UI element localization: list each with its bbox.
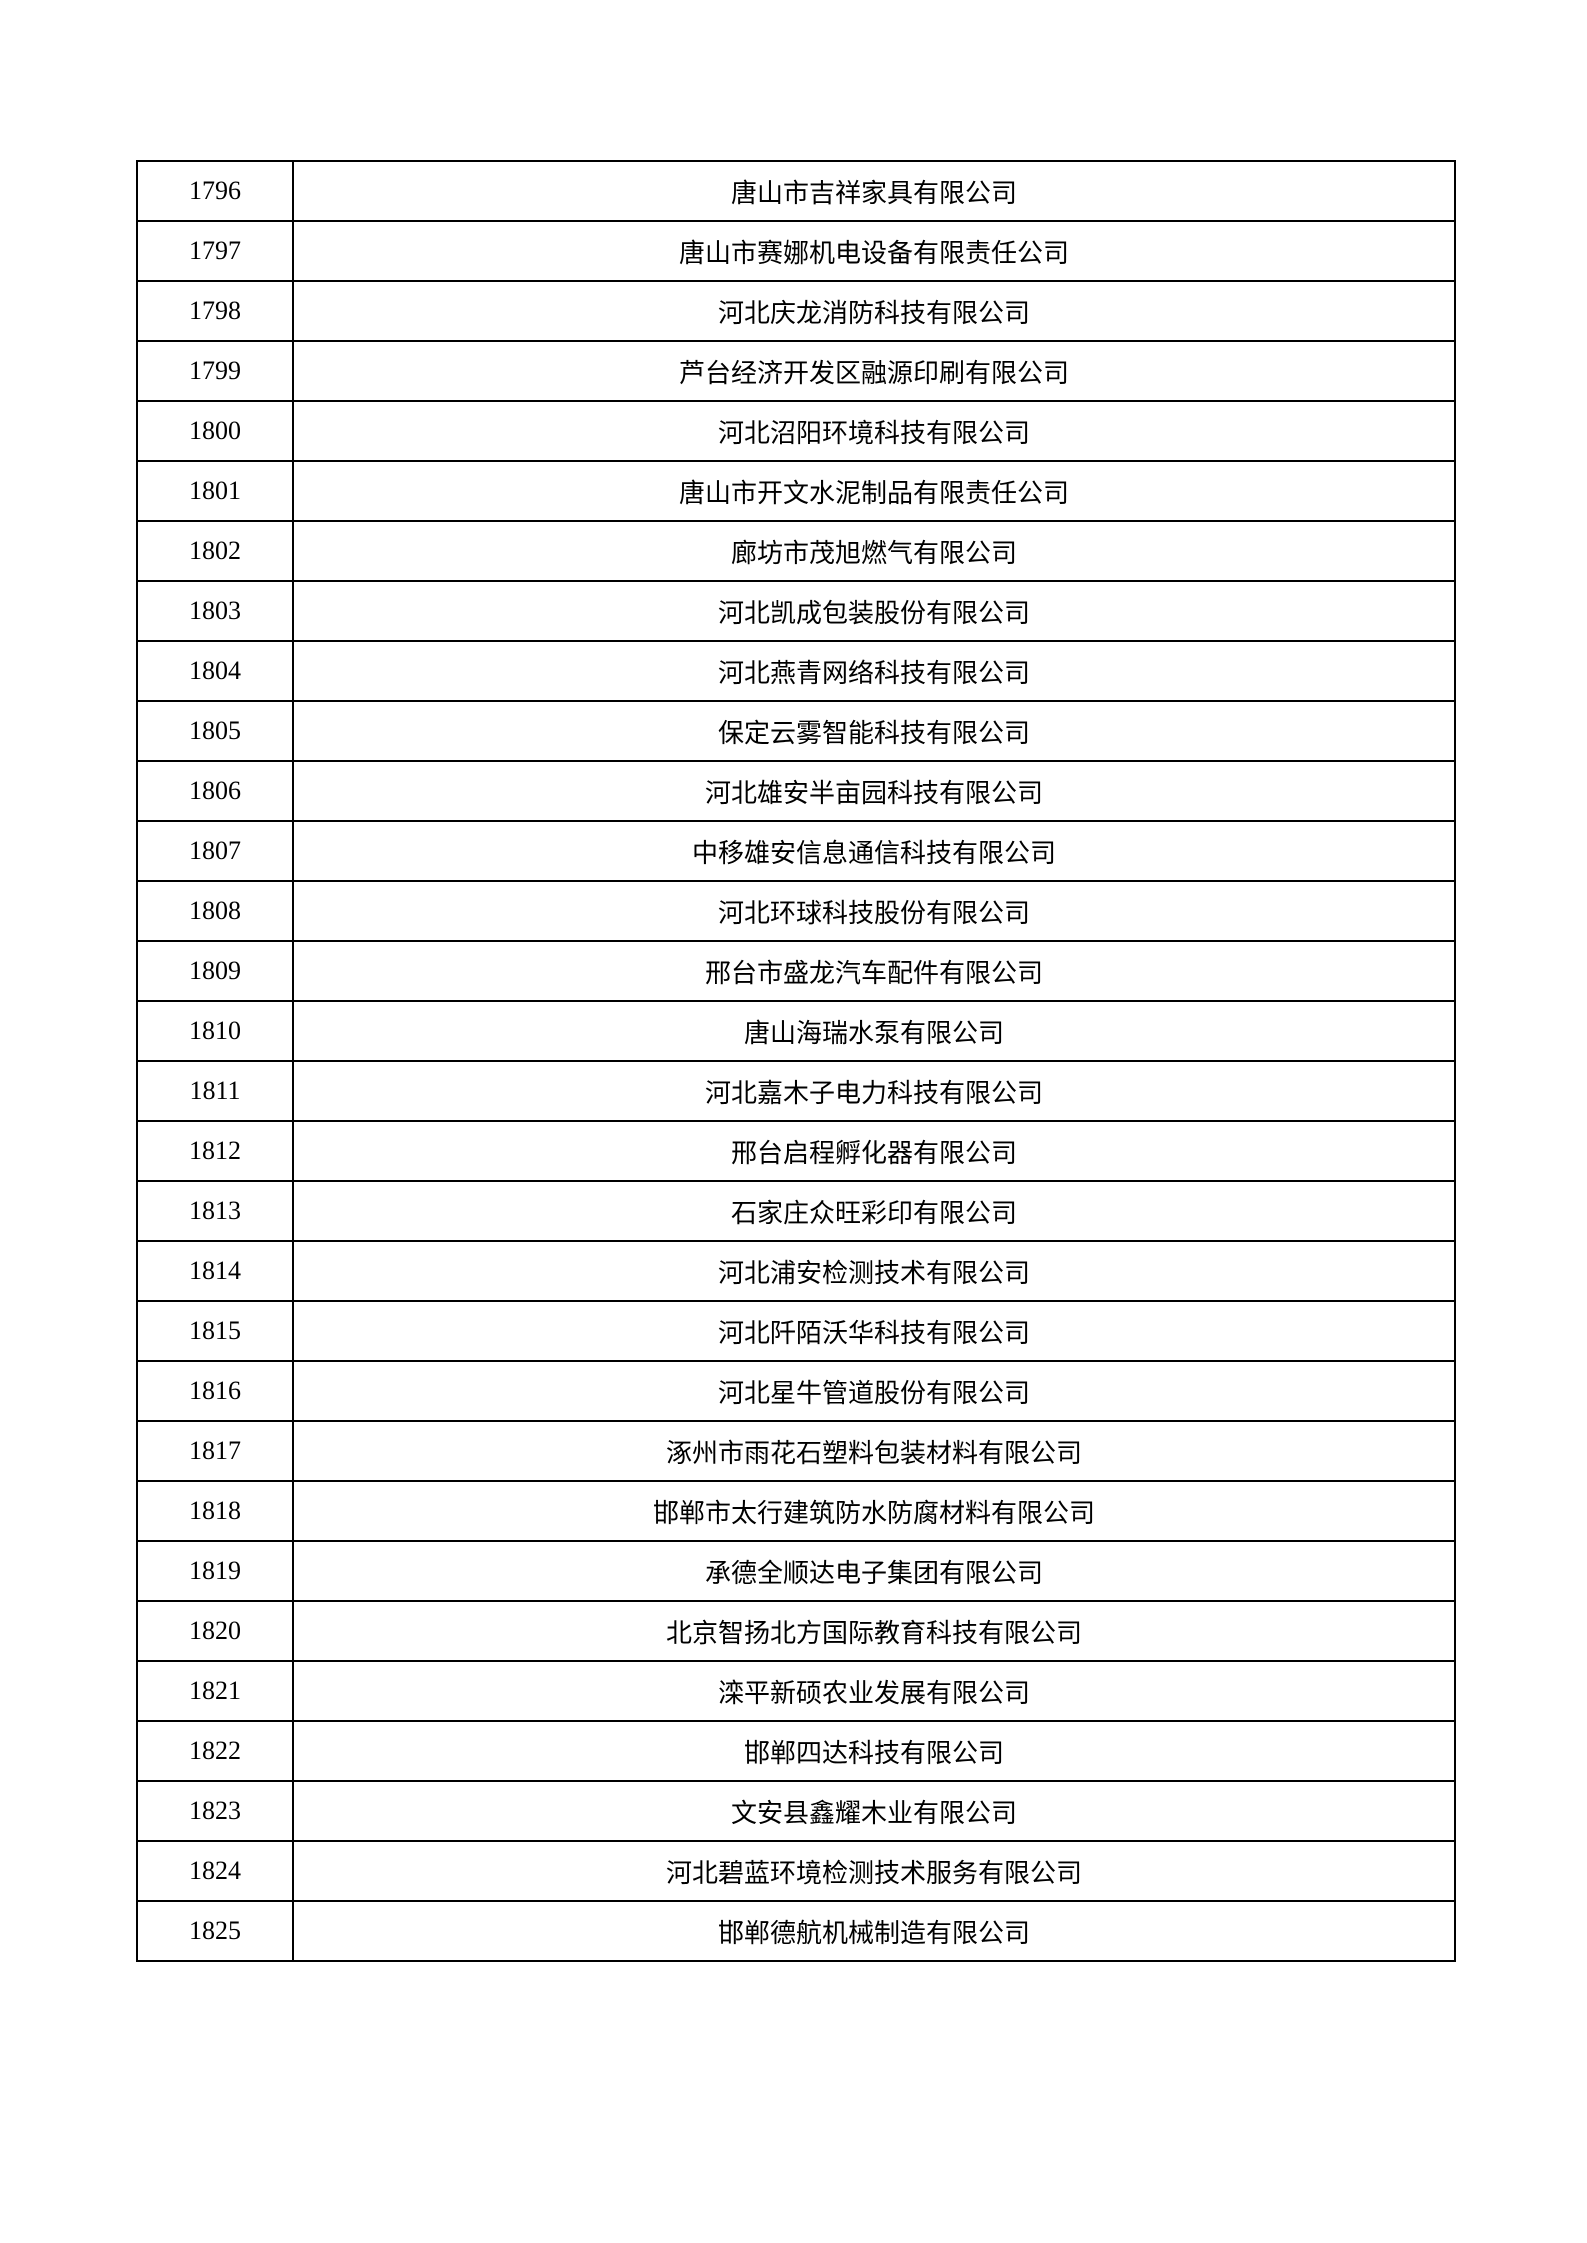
row-number-cell: 1800: [137, 401, 293, 461]
row-number-cell: 1813: [137, 1181, 293, 1241]
table-row: 1812邢台启程孵化器有限公司: [137, 1121, 1455, 1181]
table-row: 1803河北凯成包装股份有限公司: [137, 581, 1455, 641]
table-row: 1814河北浦安检测技术有限公司: [137, 1241, 1455, 1301]
company-table: 1796唐山市吉祥家具有限公司1797唐山市赛娜机电设备有限责任公司1798河北…: [136, 160, 1456, 1962]
table-row: 1819承德全顺达电子集团有限公司: [137, 1541, 1455, 1601]
company-name-cell: 廊坊市茂旭燃气有限公司: [293, 521, 1455, 581]
row-number-cell: 1824: [137, 1841, 293, 1901]
company-name-cell: 河北凯成包装股份有限公司: [293, 581, 1455, 641]
table-row: 1805保定云雾智能科技有限公司: [137, 701, 1455, 761]
table-row: 1804河北燕青网络科技有限公司: [137, 641, 1455, 701]
table-row: 1810唐山海瑞水泵有限公司: [137, 1001, 1455, 1061]
table-row: 1818邯郸市太行建筑防水防腐材料有限公司: [137, 1481, 1455, 1541]
table-row: 1806河北雄安半亩园科技有限公司: [137, 761, 1455, 821]
table-row: 1823文安县鑫耀木业有限公司: [137, 1781, 1455, 1841]
page-container: 1796唐山市吉祥家具有限公司1797唐山市赛娜机电设备有限责任公司1798河北…: [136, 160, 1454, 1962]
company-name-cell: 滦平新硕农业发展有限公司: [293, 1661, 1455, 1721]
row-number-cell: 1807: [137, 821, 293, 881]
company-name-cell: 芦台经济开发区融源印刷有限公司: [293, 341, 1455, 401]
table-row: 1801唐山市开文水泥制品有限责任公司: [137, 461, 1455, 521]
company-name-cell: 河北沼阳环境科技有限公司: [293, 401, 1455, 461]
row-number-cell: 1801: [137, 461, 293, 521]
table-row: 1816河北星牛管道股份有限公司: [137, 1361, 1455, 1421]
row-number-cell: 1797: [137, 221, 293, 281]
table-row: 1822邯郸四达科技有限公司: [137, 1721, 1455, 1781]
company-name-cell: 河北浦安检测技术有限公司: [293, 1241, 1455, 1301]
table-body: 1796唐山市吉祥家具有限公司1797唐山市赛娜机电设备有限责任公司1798河北…: [137, 161, 1455, 1961]
company-name-cell: 唐山市开文水泥制品有限责任公司: [293, 461, 1455, 521]
table-row: 1815河北阡陌沃华科技有限公司: [137, 1301, 1455, 1361]
row-number-cell: 1819: [137, 1541, 293, 1601]
company-name-cell: 河北阡陌沃华科技有限公司: [293, 1301, 1455, 1361]
company-name-cell: 邯郸市太行建筑防水防腐材料有限公司: [293, 1481, 1455, 1541]
company-name-cell: 文安县鑫耀木业有限公司: [293, 1781, 1455, 1841]
table-row: 1809邢台市盛龙汽车配件有限公司: [137, 941, 1455, 1001]
row-number-cell: 1820: [137, 1601, 293, 1661]
company-name-cell: 河北碧蓝环境检测技术服务有限公司: [293, 1841, 1455, 1901]
table-row: 1808河北环球科技股份有限公司: [137, 881, 1455, 941]
table-row: 1821滦平新硕农业发展有限公司: [137, 1661, 1455, 1721]
company-name-cell: 中移雄安信息通信科技有限公司: [293, 821, 1455, 881]
company-name-cell: 邯郸德航机械制造有限公司: [293, 1901, 1455, 1961]
table-row: 1797唐山市赛娜机电设备有限责任公司: [137, 221, 1455, 281]
table-row: 1800河北沼阳环境科技有限公司: [137, 401, 1455, 461]
row-number-cell: 1816: [137, 1361, 293, 1421]
row-number-cell: 1823: [137, 1781, 293, 1841]
table-row: 1799芦台经济开发区融源印刷有限公司: [137, 341, 1455, 401]
row-number-cell: 1811: [137, 1061, 293, 1121]
company-name-cell: 唐山市赛娜机电设备有限责任公司: [293, 221, 1455, 281]
company-name-cell: 邯郸四达科技有限公司: [293, 1721, 1455, 1781]
company-name-cell: 河北燕青网络科技有限公司: [293, 641, 1455, 701]
table-row: 1825邯郸德航机械制造有限公司: [137, 1901, 1455, 1961]
row-number-cell: 1802: [137, 521, 293, 581]
company-name-cell: 河北环球科技股份有限公司: [293, 881, 1455, 941]
company-name-cell: 唐山市吉祥家具有限公司: [293, 161, 1455, 221]
company-name-cell: 石家庄众旺彩印有限公司: [293, 1181, 1455, 1241]
row-number-cell: 1810: [137, 1001, 293, 1061]
company-name-cell: 河北嘉木子电力科技有限公司: [293, 1061, 1455, 1121]
row-number-cell: 1806: [137, 761, 293, 821]
row-number-cell: 1805: [137, 701, 293, 761]
row-number-cell: 1818: [137, 1481, 293, 1541]
company-name-cell: 北京智扬北方国际教育科技有限公司: [293, 1601, 1455, 1661]
company-name-cell: 邢台启程孵化器有限公司: [293, 1121, 1455, 1181]
company-name-cell: 河北庆龙消防科技有限公司: [293, 281, 1455, 341]
table-row: 1824河北碧蓝环境检测技术服务有限公司: [137, 1841, 1455, 1901]
row-number-cell: 1822: [137, 1721, 293, 1781]
row-number-cell: 1817: [137, 1421, 293, 1481]
company-name-cell: 河北星牛管道股份有限公司: [293, 1361, 1455, 1421]
row-number-cell: 1815: [137, 1301, 293, 1361]
row-number-cell: 1825: [137, 1901, 293, 1961]
row-number-cell: 1809: [137, 941, 293, 1001]
row-number-cell: 1799: [137, 341, 293, 401]
row-number-cell: 1798: [137, 281, 293, 341]
table-row: 1820北京智扬北方国际教育科技有限公司: [137, 1601, 1455, 1661]
row-number-cell: 1814: [137, 1241, 293, 1301]
row-number-cell: 1804: [137, 641, 293, 701]
company-name-cell: 唐山海瑞水泵有限公司: [293, 1001, 1455, 1061]
company-name-cell: 邢台市盛龙汽车配件有限公司: [293, 941, 1455, 1001]
row-number-cell: 1821: [137, 1661, 293, 1721]
row-number-cell: 1803: [137, 581, 293, 641]
row-number-cell: 1812: [137, 1121, 293, 1181]
table-row: 1817涿州市雨花石塑料包装材料有限公司: [137, 1421, 1455, 1481]
table-row: 1802廊坊市茂旭燃气有限公司: [137, 521, 1455, 581]
table-row: 1798河北庆龙消防科技有限公司: [137, 281, 1455, 341]
table-row: 1796唐山市吉祥家具有限公司: [137, 161, 1455, 221]
company-name-cell: 涿州市雨花石塑料包装材料有限公司: [293, 1421, 1455, 1481]
row-number-cell: 1808: [137, 881, 293, 941]
row-number-cell: 1796: [137, 161, 293, 221]
company-name-cell: 保定云雾智能科技有限公司: [293, 701, 1455, 761]
table-row: 1811河北嘉木子电力科技有限公司: [137, 1061, 1455, 1121]
table-row: 1807中移雄安信息通信科技有限公司: [137, 821, 1455, 881]
table-row: 1813石家庄众旺彩印有限公司: [137, 1181, 1455, 1241]
company-name-cell: 河北雄安半亩园科技有限公司: [293, 761, 1455, 821]
company-name-cell: 承德全顺达电子集团有限公司: [293, 1541, 1455, 1601]
